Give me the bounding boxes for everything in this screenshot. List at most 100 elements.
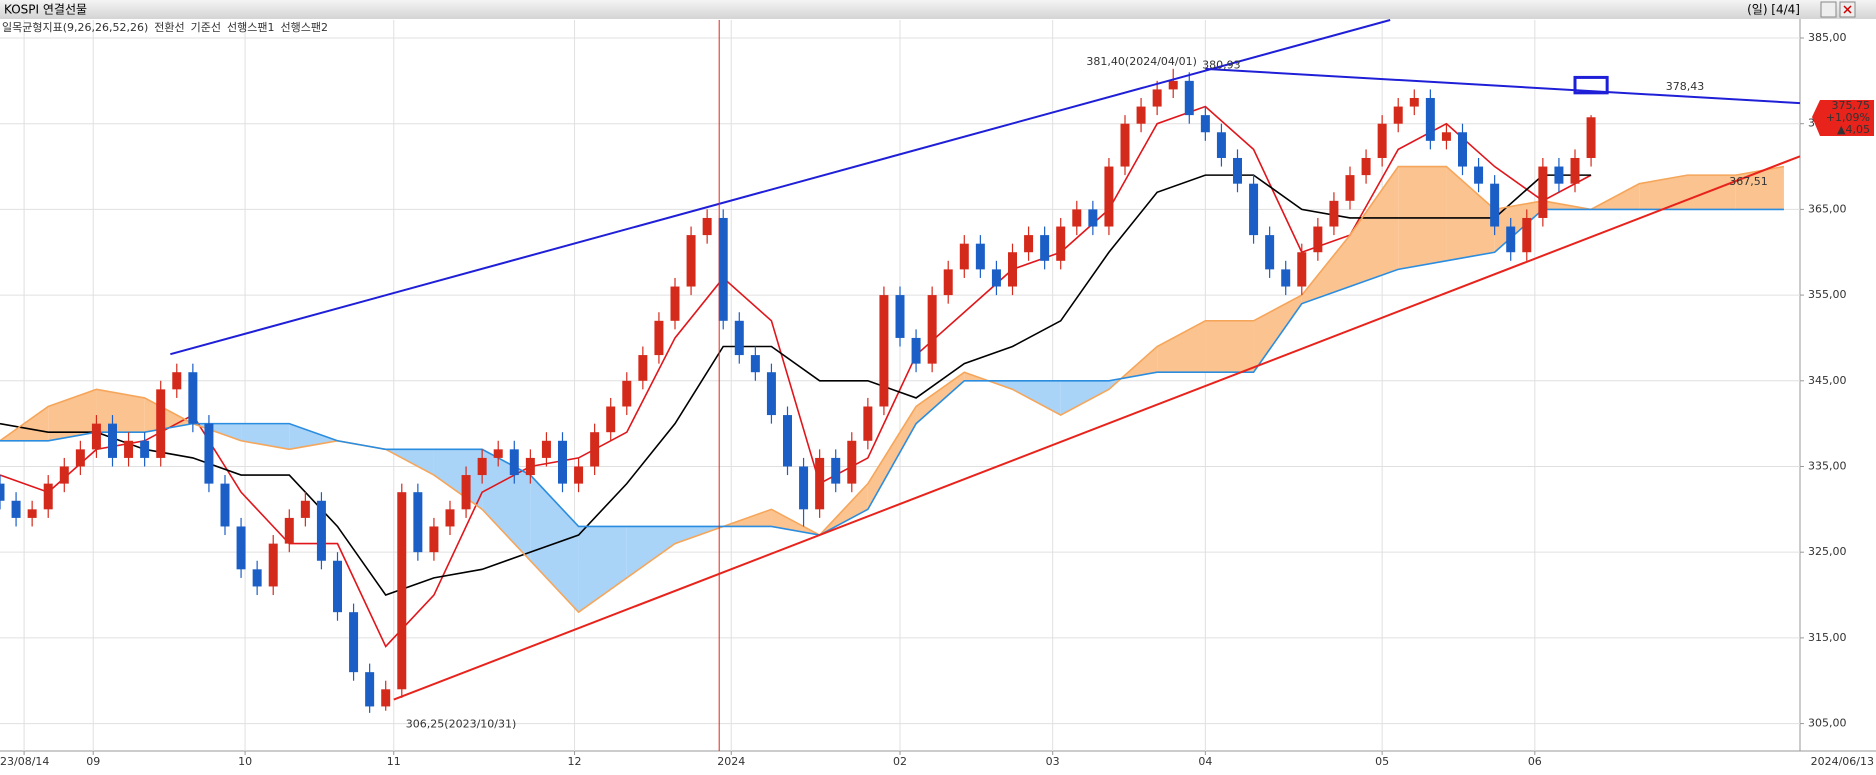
candle-body [911,337,921,364]
cloud [1446,166,1495,261]
candle-body [1168,80,1178,90]
legend-entry: 기준선 [191,21,221,34]
candle-body [1072,209,1082,227]
period-label: (일) [4/4] [1747,3,1800,17]
candle-body [252,569,262,587]
candle-body [863,406,873,441]
trend-line [1205,67,1801,105]
annotation: 378,43 [1666,80,1705,93]
candle-body [815,457,825,510]
candle-body [333,560,342,613]
annotation: 381,40(2024/04/01) [1086,55,1196,68]
candle-body [590,432,600,467]
candle-body [1120,123,1130,167]
x-tick-label: 11 [387,755,401,768]
cloud [1157,320,1206,373]
candle-body [1393,106,1403,124]
price-box [1812,100,1874,136]
y-tick-label: 345,00 [1808,374,1847,387]
indicator-line [0,105,1592,648]
candle-body [1538,166,1548,218]
candle-body [1136,106,1146,124]
candle-body [1441,132,1451,141]
candle-body [895,295,905,338]
candle-body [509,449,519,476]
candle-body [1506,226,1516,253]
candle-body [268,543,278,587]
candle-body [188,372,198,424]
y-tick-label: 355,00 [1808,288,1847,301]
indicator-line [0,165,1785,614]
candle-body [1490,183,1500,227]
candle-body [606,406,616,433]
candle-body [558,440,567,484]
candle-body [1281,269,1291,287]
candle-body [1425,97,1435,141]
candle-body [783,415,792,467]
candle-body [1152,89,1162,107]
x-tick-label: 06 [1528,755,1542,768]
candle-body [1586,117,1596,158]
candle-body [156,389,166,458]
candle-body [140,440,150,458]
candle-body [1554,166,1564,184]
close-icon [1843,5,1852,14]
candle-body [1200,115,1210,133]
y-tick-label: 315,00 [1808,631,1847,644]
cloud [1687,175,1736,210]
candle-body [622,380,632,407]
trend-line [170,19,1391,356]
candle-body [1522,217,1532,253]
annotation: 367,51 [1729,175,1768,188]
restore-button[interactable] [1820,1,1837,18]
candle-body [574,466,584,484]
annotation: 380,93 [1202,58,1241,71]
candle-body [108,423,117,458]
end-date-label: 2024/06/13 [1811,755,1874,768]
candle-body [959,243,969,270]
candle-body [638,355,648,381]
legend-entry: 선행스팬2 [281,21,328,34]
candle-body [1265,235,1275,270]
y-tick-label: 385,00 [1808,31,1847,44]
y-tick-label: 335,00 [1808,459,1847,472]
indicator-label: 일목균형지표(9,26,26,52,26) [2,20,148,34]
cloud [482,449,531,561]
candle-body [1024,235,1034,253]
candle-body [413,492,423,553]
x-tick-label: 02 [893,755,907,768]
candle-body [1104,166,1114,227]
cloud [1301,235,1350,304]
candle-body [1056,226,1066,261]
candle-body [975,243,985,270]
x-tick-label: 2024 [717,755,745,768]
x-tick-label: 04 [1198,755,1212,768]
x-tick-label: 05 [1375,755,1389,768]
candle-body [541,440,551,458]
candle-body [1409,97,1419,107]
candle-body [365,672,375,707]
candle-body [1458,132,1467,167]
candle-body [11,500,21,518]
candle-body [172,372,182,390]
legend-entry: 선행스팬1 [227,21,274,34]
trend-line [393,155,1801,701]
candle-body [91,423,101,450]
candle-body [879,295,889,407]
legend-entry: 전환선 [154,21,184,34]
candle-body [1377,123,1387,158]
candle-body [75,449,85,467]
cloud [48,389,97,441]
candle-body [1233,157,1242,184]
candle-body [1345,175,1355,201]
candle-body [670,286,680,321]
annotation: 306,25(2023/10/31) [406,717,516,730]
candle-body [1216,132,1226,158]
candle-body [204,423,214,484]
candle-body [1313,226,1323,253]
candle-body [831,457,841,484]
cloud [916,372,965,424]
y-tick-label: 305,00 [1808,717,1847,730]
x-tick-label: 09 [86,755,100,768]
